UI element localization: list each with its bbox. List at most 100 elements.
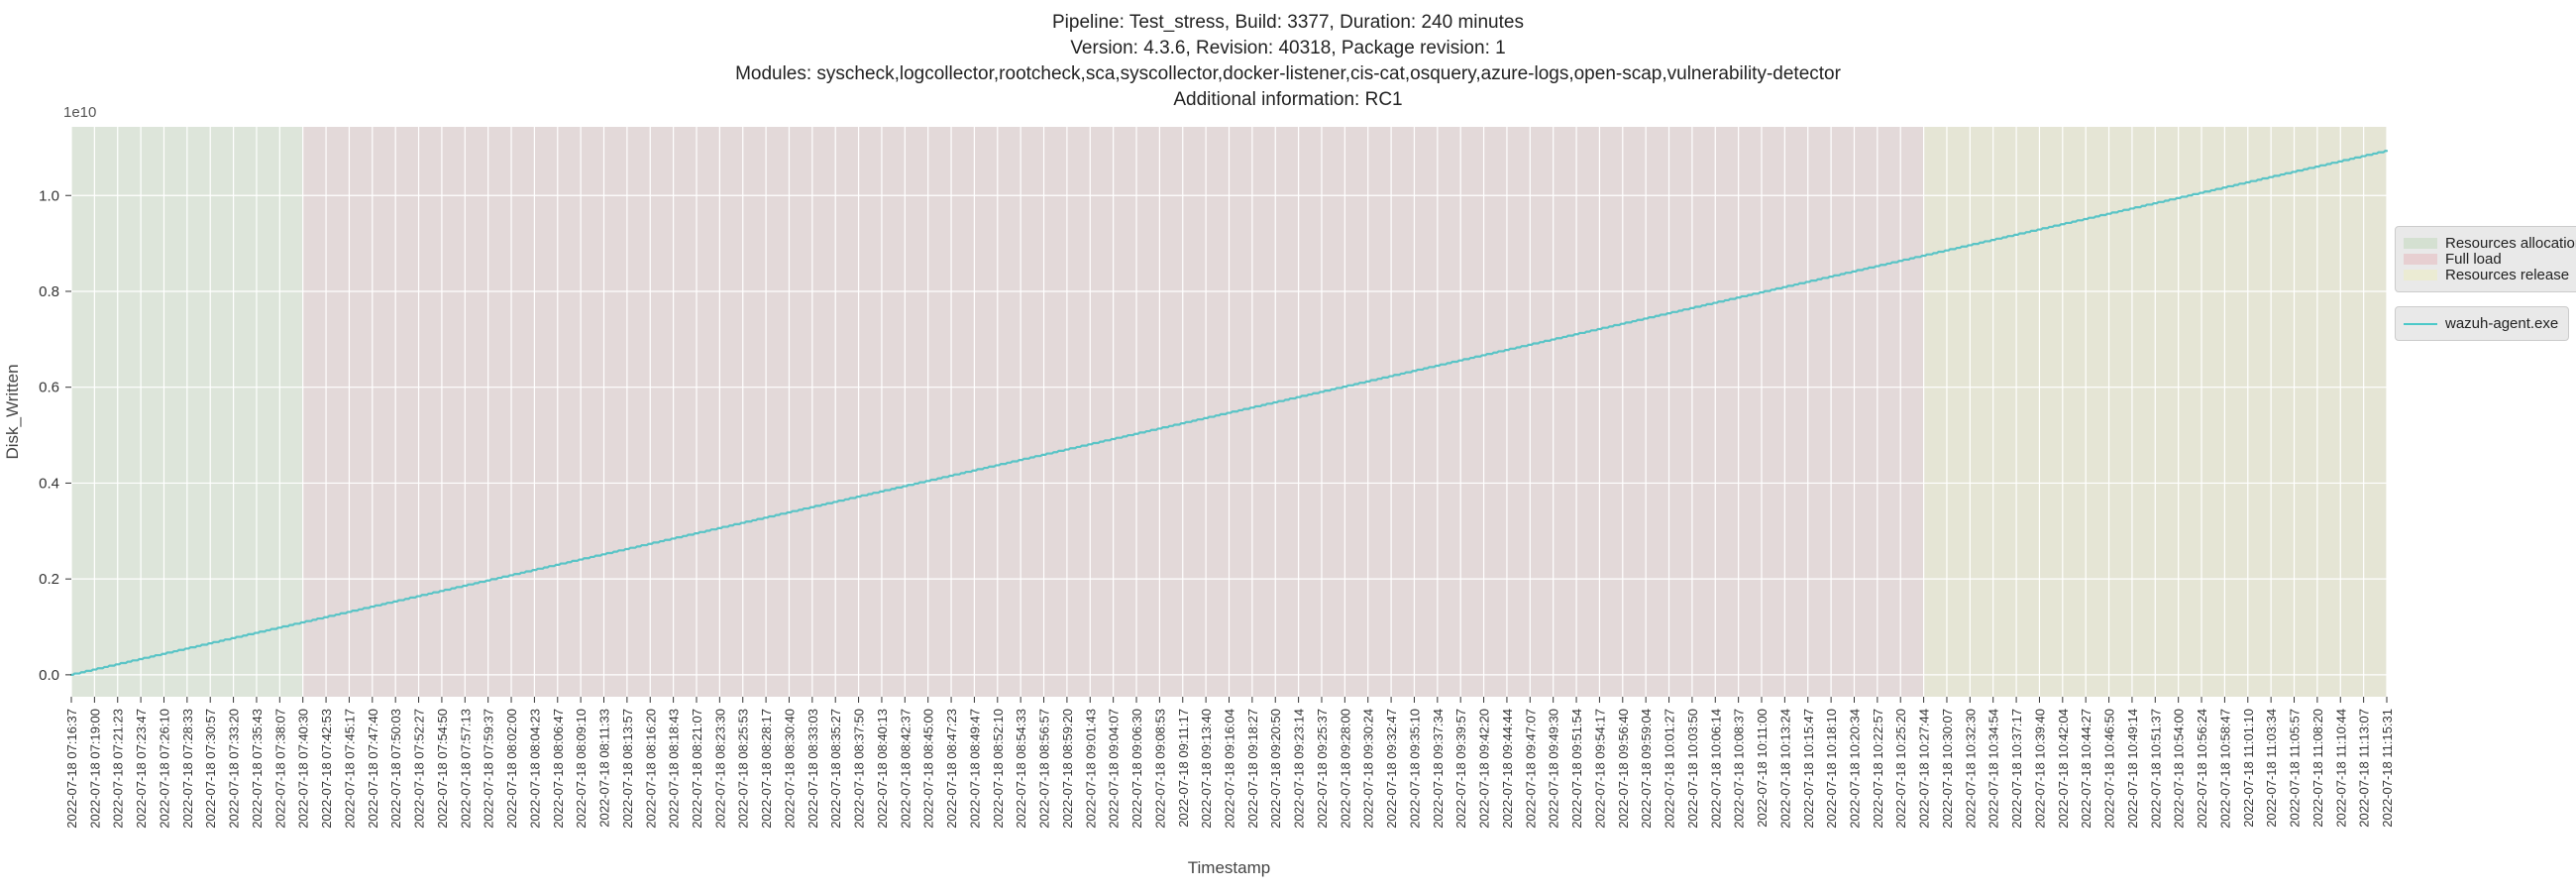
svg-text:2022-07-18 07:23:47: 2022-07-18 07:23:47 xyxy=(134,709,149,829)
svg-text:2022-07-18 08:49:47: 2022-07-18 08:49:47 xyxy=(967,709,982,829)
svg-text:2022-07-18 07:35:43: 2022-07-18 07:35:43 xyxy=(250,709,265,829)
svg-text:2022-07-18 09:20:50: 2022-07-18 09:20:50 xyxy=(1268,709,1283,829)
svg-text:2022-07-18 08:56:57: 2022-07-18 08:56:57 xyxy=(1037,709,1052,829)
svg-text:0.8: 0.8 xyxy=(39,283,59,300)
svg-text:0.6: 0.6 xyxy=(39,380,59,396)
svg-text:2022-07-18 09:18:27: 2022-07-18 09:18:27 xyxy=(1245,709,1260,829)
svg-text:Disk_Written: Disk_Written xyxy=(3,364,22,459)
svg-text:2022-07-18 08:02:00: 2022-07-18 08:02:00 xyxy=(504,709,519,829)
svg-text:2022-07-18 07:16:37: 2022-07-18 07:16:37 xyxy=(64,709,79,829)
svg-text:2022-07-18 11:15:31: 2022-07-18 11:15:31 xyxy=(2380,709,2395,828)
svg-text:1.0: 1.0 xyxy=(39,187,59,204)
svg-text:2022-07-18 10:11:00: 2022-07-18 10:11:00 xyxy=(1755,709,1770,828)
svg-text:2022-07-18 08:09:10: 2022-07-18 08:09:10 xyxy=(574,709,589,829)
svg-text:2022-07-18 09:28:00: 2022-07-18 09:28:00 xyxy=(1338,709,1352,829)
svg-text:2022-07-18 07:30:57: 2022-07-18 07:30:57 xyxy=(203,709,218,829)
svg-text:2022-07-18 10:42:04: 2022-07-18 10:42:04 xyxy=(2056,709,2071,829)
svg-text:2022-07-18 07:42:53: 2022-07-18 07:42:53 xyxy=(319,709,334,829)
svg-text:2022-07-18 10:06:14: 2022-07-18 10:06:14 xyxy=(1708,709,1723,829)
svg-text:2022-07-18 10:51:37: 2022-07-18 10:51:37 xyxy=(2148,709,2163,829)
svg-text:2022-07-18 09:32:47: 2022-07-18 09:32:47 xyxy=(1384,709,1399,829)
svg-text:2022-07-18 08:33:03: 2022-07-18 08:33:03 xyxy=(805,709,820,829)
svg-text:2022-07-18 09:59:04: 2022-07-18 09:59:04 xyxy=(1639,709,1654,829)
svg-text:2022-07-18 07:59:37: 2022-07-18 07:59:37 xyxy=(482,709,496,829)
svg-text:2022-07-18 11:08:20: 2022-07-18 11:08:20 xyxy=(2310,709,2325,828)
svg-text:2022-07-18 11:03:34: 2022-07-18 11:03:34 xyxy=(2264,709,2279,828)
svg-text:2022-07-18 08:45:00: 2022-07-18 08:45:00 xyxy=(921,709,936,829)
svg-text:2022-07-18 10:27:44: 2022-07-18 10:27:44 xyxy=(1917,709,1932,829)
svg-text:2022-07-18 08:25:53: 2022-07-18 08:25:53 xyxy=(736,709,751,829)
svg-text:2022-07-18 08:18:43: 2022-07-18 08:18:43 xyxy=(667,709,682,829)
svg-text:0.0: 0.0 xyxy=(39,667,59,684)
svg-text:2022-07-18 10:08:37: 2022-07-18 10:08:37 xyxy=(1732,709,1747,829)
svg-text:2022-07-18 10:01:27: 2022-07-18 10:01:27 xyxy=(1663,709,1677,829)
svg-text:2022-07-18 10:15:47: 2022-07-18 10:15:47 xyxy=(1801,709,1816,829)
svg-text:2022-07-18 10:22:57: 2022-07-18 10:22:57 xyxy=(1871,709,1885,829)
svg-text:2022-07-18 08:28:17: 2022-07-18 08:28:17 xyxy=(759,709,774,829)
svg-text:2022-07-18 10:49:14: 2022-07-18 10:49:14 xyxy=(2125,709,2140,829)
svg-text:2022-07-18 09:23:14: 2022-07-18 09:23:14 xyxy=(1292,709,1307,829)
svg-text:2022-07-18 08:04:23: 2022-07-18 08:04:23 xyxy=(527,709,542,829)
svg-text:2022-07-18 10:18:10: 2022-07-18 10:18:10 xyxy=(1824,709,1839,829)
svg-text:2022-07-18 07:47:40: 2022-07-18 07:47:40 xyxy=(366,709,380,829)
svg-text:2022-07-18 08:06:47: 2022-07-18 08:06:47 xyxy=(551,709,566,829)
svg-text:2022-07-18 09:56:40: 2022-07-18 09:56:40 xyxy=(1616,709,1631,829)
svg-text:2022-07-18 09:08:53: 2022-07-18 09:08:53 xyxy=(1152,709,1167,829)
svg-text:2022-07-18 08:47:23: 2022-07-18 08:47:23 xyxy=(944,709,959,829)
svg-text:2022-07-18 07:28:33: 2022-07-18 07:28:33 xyxy=(180,709,195,829)
svg-text:2022-07-18 10:30:07: 2022-07-18 10:30:07 xyxy=(1940,709,1955,829)
svg-text:Timestamp: Timestamp xyxy=(1188,858,1270,877)
svg-text:2022-07-18 10:56:24: 2022-07-18 10:56:24 xyxy=(2195,709,2209,829)
svg-text:2022-07-18 08:54:33: 2022-07-18 08:54:33 xyxy=(1014,709,1028,829)
svg-text:2022-07-18 10:13:24: 2022-07-18 10:13:24 xyxy=(1777,709,1792,829)
svg-text:2022-07-18 11:13:07: 2022-07-18 11:13:07 xyxy=(2357,709,2372,828)
svg-text:2022-07-18 10:44:27: 2022-07-18 10:44:27 xyxy=(2079,709,2093,829)
svg-text:2022-07-18 09:11:17: 2022-07-18 09:11:17 xyxy=(1176,709,1191,828)
svg-text:2022-07-18 10:03:50: 2022-07-18 10:03:50 xyxy=(1685,709,1700,829)
svg-text:2022-07-18 09:35:10: 2022-07-18 09:35:10 xyxy=(1407,709,1422,829)
svg-text:2022-07-18 08:30:40: 2022-07-18 08:30:40 xyxy=(782,709,797,829)
svg-text:2022-07-18 09:16:04: 2022-07-18 09:16:04 xyxy=(1223,709,1237,829)
svg-text:2022-07-18 10:39:40: 2022-07-18 10:39:40 xyxy=(2032,709,2047,829)
svg-text:2022-07-18 08:40:13: 2022-07-18 08:40:13 xyxy=(875,709,890,829)
svg-text:2022-07-18 09:39:57: 2022-07-18 09:39:57 xyxy=(1453,709,1468,829)
svg-text:2022-07-18 11:10:44: 2022-07-18 11:10:44 xyxy=(2333,709,2348,828)
svg-text:2022-07-18 09:47:07: 2022-07-18 09:47:07 xyxy=(1523,709,1538,829)
svg-text:2022-07-18 08:11:33: 2022-07-18 08:11:33 xyxy=(597,709,612,828)
svg-text:2022-07-18 07:57:13: 2022-07-18 07:57:13 xyxy=(458,709,473,829)
svg-text:2022-07-18 08:52:10: 2022-07-18 08:52:10 xyxy=(991,709,1006,829)
svg-text:2022-07-18 07:33:20: 2022-07-18 07:33:20 xyxy=(227,709,242,829)
svg-text:2022-07-18 09:37:34: 2022-07-18 09:37:34 xyxy=(1431,709,1446,829)
svg-text:2022-07-18 07:45:17: 2022-07-18 07:45:17 xyxy=(342,709,357,829)
svg-text:2022-07-18 09:01:43: 2022-07-18 09:01:43 xyxy=(1083,709,1098,829)
svg-text:2022-07-18 07:19:00: 2022-07-18 07:19:00 xyxy=(87,709,102,829)
svg-text:2022-07-18 07:54:50: 2022-07-18 07:54:50 xyxy=(435,709,450,829)
svg-text:2022-07-18 09:44:44: 2022-07-18 09:44:44 xyxy=(1500,709,1515,829)
svg-text:0.2: 0.2 xyxy=(39,571,59,588)
svg-text:2022-07-18 09:06:30: 2022-07-18 09:06:30 xyxy=(1129,709,1144,829)
svg-text:2022-07-18 08:16:20: 2022-07-18 08:16:20 xyxy=(643,709,658,829)
svg-text:2022-07-18 07:52:27: 2022-07-18 07:52:27 xyxy=(412,709,427,829)
svg-text:2022-07-18 09:30:24: 2022-07-18 09:30:24 xyxy=(1361,709,1376,829)
svg-text:2022-07-18 09:04:07: 2022-07-18 09:04:07 xyxy=(1107,709,1122,829)
svg-text:2022-07-18 10:32:30: 2022-07-18 10:32:30 xyxy=(1963,709,1978,829)
svg-text:2022-07-18 09:54:17: 2022-07-18 09:54:17 xyxy=(1592,709,1607,829)
svg-text:1e10: 1e10 xyxy=(63,104,96,121)
svg-text:2022-07-18 10:34:54: 2022-07-18 10:34:54 xyxy=(1986,709,2001,829)
svg-text:2022-07-18 07:38:07: 2022-07-18 07:38:07 xyxy=(272,709,287,829)
svg-text:2022-07-18 09:25:37: 2022-07-18 09:25:37 xyxy=(1315,709,1330,829)
svg-text:2022-07-18 07:50:03: 2022-07-18 07:50:03 xyxy=(388,709,403,829)
svg-text:2022-07-18 08:21:07: 2022-07-18 08:21:07 xyxy=(690,709,704,829)
svg-text:2022-07-18 08:42:37: 2022-07-18 08:42:37 xyxy=(898,709,912,829)
svg-text:2022-07-18 08:37:50: 2022-07-18 08:37:50 xyxy=(852,709,867,829)
svg-text:2022-07-18 10:58:47: 2022-07-18 10:58:47 xyxy=(2217,709,2232,829)
svg-text:2022-07-18 07:21:23: 2022-07-18 07:21:23 xyxy=(111,709,126,829)
svg-text:2022-07-18 09:13:40: 2022-07-18 09:13:40 xyxy=(1199,709,1214,829)
svg-text:2022-07-18 08:13:57: 2022-07-18 08:13:57 xyxy=(620,709,635,829)
svg-text:2022-07-18 09:49:30: 2022-07-18 09:49:30 xyxy=(1547,709,1561,829)
svg-text:2022-07-18 10:54:00: 2022-07-18 10:54:00 xyxy=(2172,709,2187,829)
svg-text:2022-07-18 11:05:57: 2022-07-18 11:05:57 xyxy=(2288,709,2303,828)
svg-text:2022-07-18 11:01:10: 2022-07-18 11:01:10 xyxy=(2241,709,2256,828)
svg-text:2022-07-18 09:42:20: 2022-07-18 09:42:20 xyxy=(1477,709,1492,829)
svg-text:2022-07-18 07:26:10: 2022-07-18 07:26:10 xyxy=(157,709,171,829)
